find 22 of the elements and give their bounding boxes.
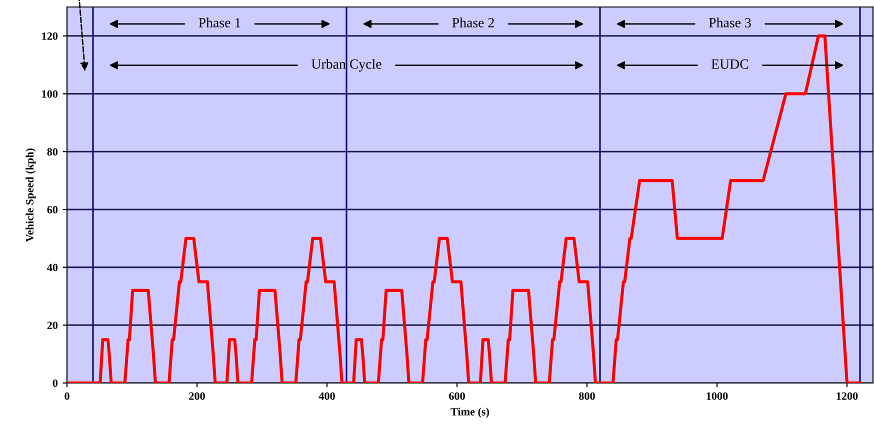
line-series bbox=[67, 34, 862, 383]
annotation: Phase 1 bbox=[198, 18, 240, 28]
x-tick-label: 200 bbox=[189, 392, 205, 400]
x-tick-label: 0 bbox=[64, 392, 70, 400]
y-tick-label: 80 bbox=[47, 148, 58, 156]
y-tick-label: 120 bbox=[42, 32, 58, 40]
x-tick-label: 1000 bbox=[706, 392, 728, 400]
annotation: Phase 2 bbox=[452, 18, 494, 28]
y-tick-label: 40 bbox=[47, 264, 58, 272]
annotation: EUDC bbox=[711, 59, 748, 69]
y-tick-label: 0 bbox=[52, 379, 58, 387]
x-tick-label: 400 bbox=[318, 392, 335, 400]
annotation: Phase 3 bbox=[708, 18, 751, 28]
y-axis-title: Vehicle Speed (kph) bbox=[26, 148, 36, 242]
x-axis-title: Time (s) bbox=[450, 408, 490, 418]
x-tick-label: 600 bbox=[449, 392, 465, 400]
annotation: Urban Cycle bbox=[312, 58, 382, 72]
y-tick-label: 20 bbox=[47, 322, 58, 330]
y-tick-label: 60 bbox=[47, 206, 58, 214]
x-tick-label: 1200 bbox=[836, 392, 858, 400]
x-tick-label: 800 bbox=[579, 392, 595, 400]
y-tick-label: 100 bbox=[42, 90, 58, 98]
